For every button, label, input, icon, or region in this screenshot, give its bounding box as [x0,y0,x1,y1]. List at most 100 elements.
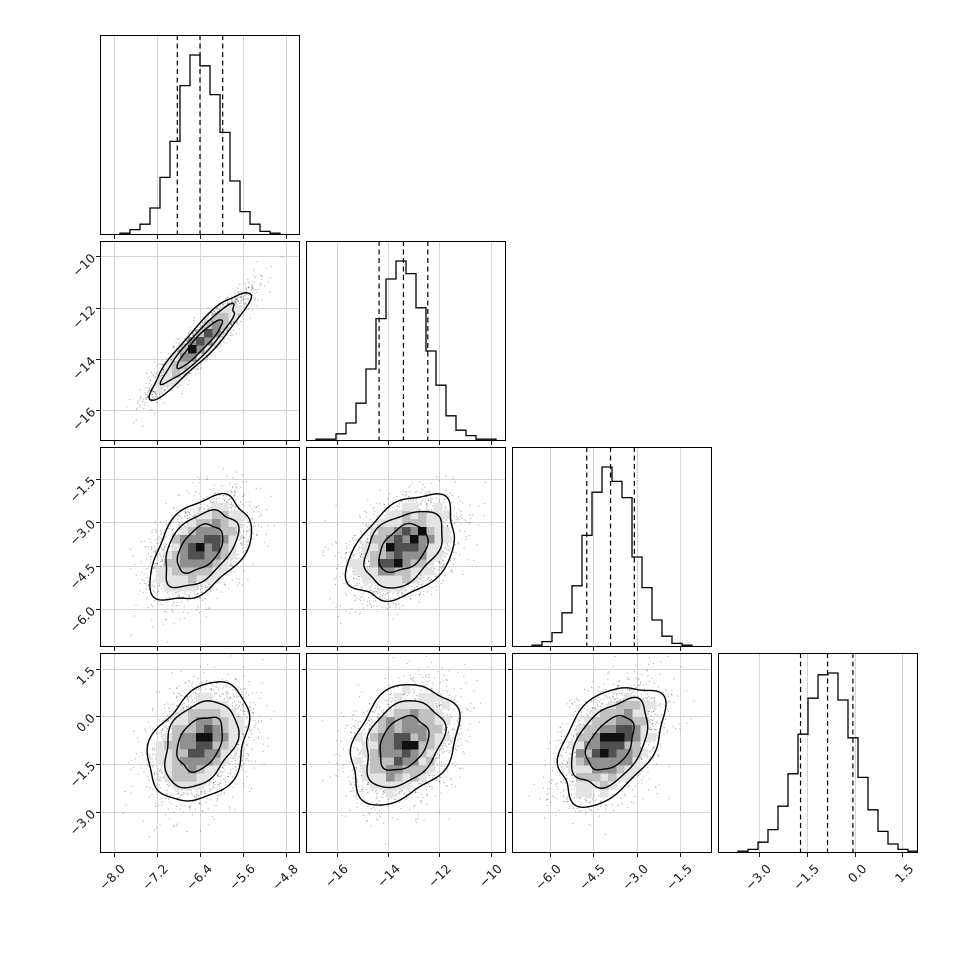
x-tick-mark [243,853,245,857]
y-tick-mark [96,811,100,813]
y-tick-mark [96,256,100,258]
y-tick-mark [508,764,512,766]
x-tick-label: −1.5 [789,861,822,894]
y-tick-mark [302,811,306,813]
x-tick-mark [336,647,338,651]
x-tick-mark [439,853,441,857]
x-tick-mark [806,853,808,857]
x-tick-mark [439,441,441,445]
y-tick-mark [96,307,100,309]
panel-scatter-p1-p3 [100,447,300,647]
x-tick-label: −10 [475,861,506,891]
x-tick-mark [388,647,390,651]
y-tick-mark [96,478,100,480]
x-tick-mark [680,853,682,857]
x-tick-label: 1.5 [892,861,917,886]
x-tick-label: −16 [322,861,352,891]
y-tick-mark [302,668,306,670]
y-tick-mark [96,668,100,670]
y-tick-label: 0.0 [73,710,98,736]
x-tick-mark [286,853,288,857]
x-tick-mark [200,853,201,857]
x-tick-mark [286,235,288,239]
y-tick-label: −4.5 [65,560,98,593]
x-tick-mark [902,853,904,857]
y-tick-mark [96,609,100,611]
x-tick-label: −14 [373,861,403,891]
x-tick-mark [200,441,201,445]
y-tick-mark [508,668,512,670]
y-tick-mark [302,478,306,480]
y-tick-mark [96,410,100,412]
x-tick-mark [156,853,158,857]
y-tick-label: −12 [68,301,98,332]
x-tick-mark [680,647,682,651]
x-tick-mark [156,235,158,239]
x-tick-mark [336,441,338,445]
x-tick-mark [243,235,245,239]
y-tick-mark [302,609,306,611]
x-tick-mark [200,235,201,239]
x-tick-label: −6.0 [532,861,565,894]
y-tick-label: −3.0 [65,806,98,839]
x-tick-mark [636,853,638,857]
panel-histogram-param2 [306,241,506,441]
y-tick-label: 1.5 [73,663,98,688]
x-tick-label: −3.0 [741,861,774,894]
x-tick-mark [388,853,390,857]
x-tick-mark [113,853,115,857]
x-tick-label: 0.0 [844,861,870,886]
y-tick-label: −3.0 [65,516,98,549]
y-tick-mark [302,716,306,718]
y-tick-mark [508,811,512,813]
y-tick-label: −1.5 [65,473,98,506]
y-tick-mark [302,764,306,766]
x-tick-mark [549,647,551,651]
x-tick-mark [156,647,158,651]
y-tick-mark [96,716,100,718]
x-tick-label: −5.6 [225,861,258,894]
y-tick-mark [96,764,100,766]
y-tick-mark [96,565,100,567]
x-tick-mark [113,647,115,651]
x-tick-mark [490,441,492,445]
x-tick-mark [243,441,245,445]
x-tick-label: −8.0 [96,861,129,894]
x-tick-mark [593,647,595,651]
x-tick-label: −3.0 [619,861,652,894]
x-tick-mark [243,647,245,651]
x-tick-mark [336,853,338,857]
panel-scatter-p2-p4 [306,653,506,853]
y-tick-label: −16 [68,404,98,434]
x-tick-label: −1.5 [662,861,695,894]
y-tick-label: −10 [68,250,98,280]
panel-histogram-param4 [718,653,918,853]
x-tick-label: −4.5 [575,861,608,894]
x-tick-mark [854,853,856,857]
x-tick-mark [549,853,551,857]
panel-scatter-p3-p4 [512,653,712,853]
x-tick-mark [439,647,441,651]
x-tick-mark [200,647,201,651]
panel-scatter-p2-p3 [306,447,506,647]
panel-histogram-param1 [100,35,300,235]
y-tick-label: −14 [68,353,98,383]
x-tick-label: −4.8 [269,861,302,894]
y-tick-mark [508,716,512,718]
y-tick-label: −6.0 [65,603,98,636]
x-tick-mark [490,853,492,857]
x-tick-mark [490,647,492,651]
y-tick-mark [302,522,306,524]
x-tick-mark [156,441,158,445]
x-tick-mark [593,853,595,857]
x-tick-mark [636,647,638,651]
panel-scatter-p1-p4 [100,653,300,853]
x-tick-mark [388,441,390,445]
x-tick-label: −6.4 [182,861,215,894]
y-tick-mark [96,358,100,360]
y-tick-mark [96,522,100,524]
x-tick-mark [286,647,288,651]
x-tick-mark [113,235,115,239]
panel-scatter-p1-p2 [100,241,300,441]
